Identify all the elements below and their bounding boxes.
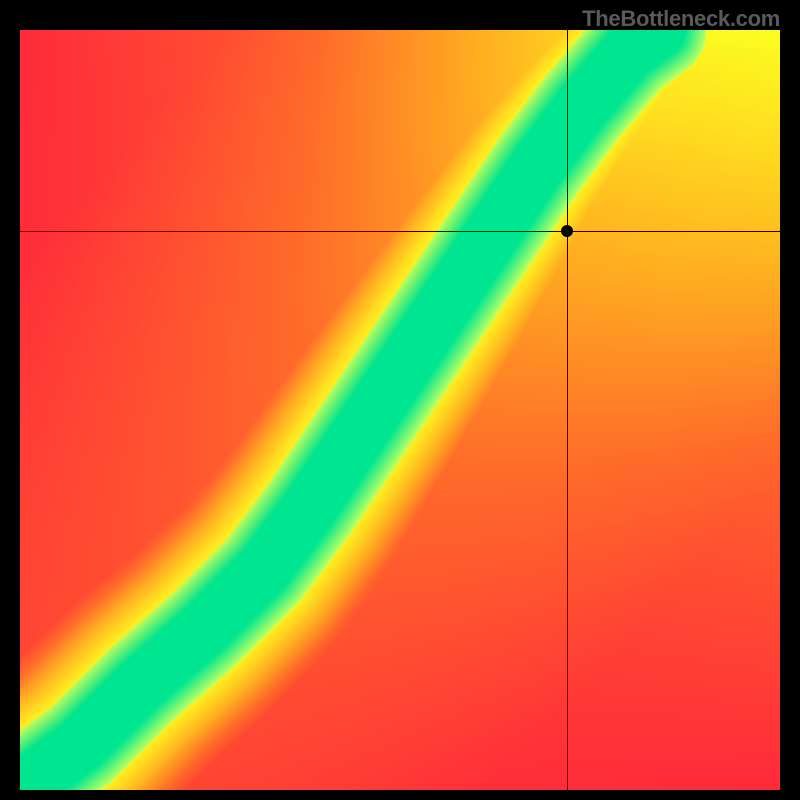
watermark-text: TheBottleneck.com (582, 6, 780, 32)
plot-area (20, 30, 780, 790)
figure-root: TheBottleneck.com (0, 0, 800, 800)
crosshair-marker (561, 225, 573, 237)
crosshair-vertical (567, 30, 568, 790)
crosshair-horizontal (20, 231, 780, 232)
heatmap-canvas (20, 30, 780, 790)
